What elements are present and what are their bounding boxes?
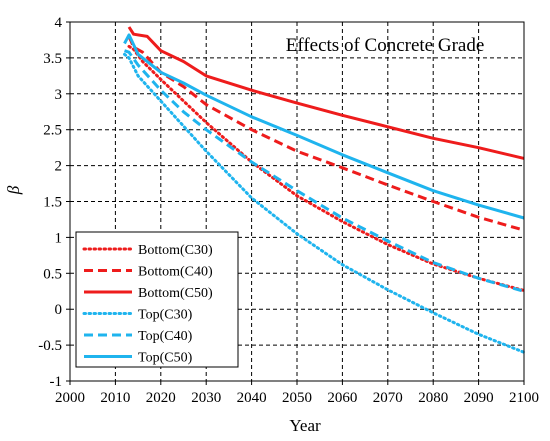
x-tick-label: 2080 — [418, 390, 448, 406]
legend-label-3: Top(C30) — [138, 308, 193, 323]
x-tick-label: 2020 — [146, 390, 176, 406]
legend-box — [75, 231, 239, 368]
series-lines — [123, 26, 526, 354]
series-line-5 — [123, 33, 525, 220]
legend-label-2: Bottom(C50) — [138, 286, 213, 301]
series-line-3 — [123, 52, 526, 354]
x-tick-label: 2030 — [191, 390, 221, 406]
y-tick-label: 2.5 — [43, 123, 62, 139]
legend-label-1: Bottom(C40) — [138, 265, 213, 280]
grid-lines — [70, 22, 524, 381]
chart-title: Effects of Concrete Grade — [286, 35, 485, 56]
legend-label-4: Top(C40) — [138, 329, 193, 344]
y-axis-label: β — [4, 185, 23, 195]
y-tick-label: -1 — [50, 374, 63, 390]
x-tick-label: 2040 — [237, 390, 267, 406]
legend-label-0: Bottom(C30) — [138, 243, 213, 258]
x-axis-label: Year — [289, 416, 321, 435]
x-tick-label: 2060 — [327, 390, 357, 406]
x-tick-label: 2070 — [373, 390, 403, 406]
y-tick-label: 0 — [55, 302, 63, 318]
y-tick-label: 0.5 — [43, 266, 62, 282]
legend-label-5: Top(C50) — [138, 351, 193, 366]
y-tick-label: 1.5 — [43, 195, 62, 211]
series-line-4 — [124, 49, 525, 293]
x-tick-label: 2050 — [282, 390, 312, 406]
y-tick-label: 4 — [55, 15, 63, 31]
series-line-1 — [127, 35, 525, 232]
x-tick-label: 2000 — [55, 390, 85, 406]
y-tick-label: 2 — [55, 159, 63, 175]
x-tick-label: 2100 — [509, 390, 539, 406]
tick-labels: 2000 2010 2020 2030 2040 2050 2060 2070 2080 2090… — [38, 15, 539, 406]
legend: Bottom(C30) Bottom(C40) Bottom(C50) Top(C30… — [75, 231, 239, 368]
y-tick-label: 3.5 — [43, 51, 62, 67]
y-tick-label: 3 — [55, 87, 63, 103]
x-tick-label: 2010 — [100, 390, 130, 406]
y-tick-label: -0.5 — [38, 338, 62, 354]
series-line-2 — [127, 26, 525, 160]
y-tick-label: 1 — [55, 230, 63, 246]
x-tick-label: 2090 — [464, 390, 494, 406]
